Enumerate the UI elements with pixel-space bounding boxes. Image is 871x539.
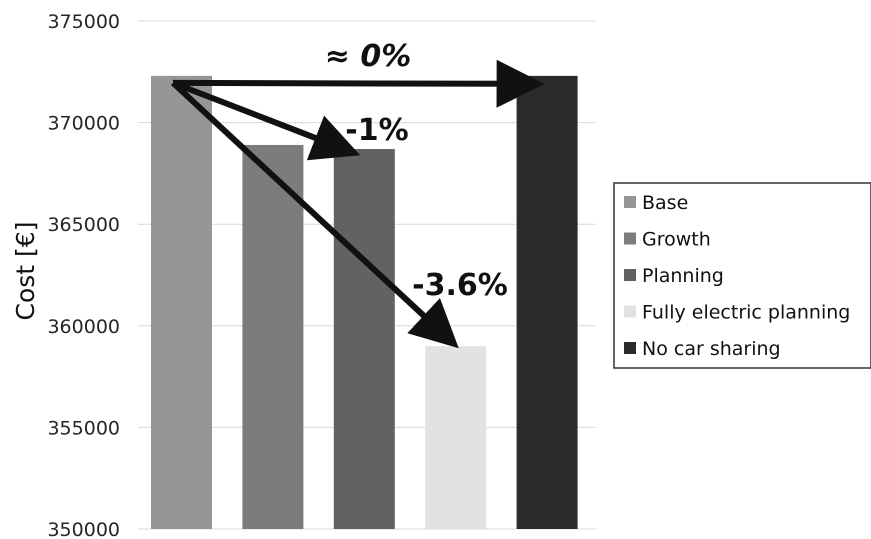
annotations: ≈ 0% -1% -3.6%: [170, 39, 545, 349]
y-tick-label: 370000: [47, 113, 120, 135]
y-axis-ticks: 350000 355000 360000 365000 370000 375000: [47, 11, 120, 539]
bar-no-car-sharing: [516, 75, 578, 529]
annotation-arrow: [171, 80, 361, 161]
annotation-label: ≈ 0%: [325, 39, 412, 74]
legend-swatch: [624, 232, 636, 245]
legend-entry: Fully electric planning: [642, 302, 850, 324]
legend-items: Base Growth Planning Fully electric plannin…: [624, 192, 850, 360]
y-tick-label: 360000: [47, 316, 120, 338]
legend-swatch: [624, 305, 636, 318]
bar-planning: [333, 149, 395, 530]
legend-entry: No car sharing: [642, 338, 781, 360]
bar-growth: [242, 144, 304, 529]
legend-box: [613, 182, 871, 369]
legend-swatch: [624, 196, 636, 208]
legend-swatch: [624, 269, 636, 281]
legend-entry: Planning: [642, 265, 724, 287]
bar-base: [151, 75, 212, 529]
legend-entry: Base: [642, 192, 688, 214]
legend-swatch: [624, 342, 636, 354]
annotation-label: -1%: [345, 113, 408, 148]
annotation-arrow: [170, 80, 459, 349]
y-tick-label: 350000: [47, 519, 120, 539]
annotation-arrow: [172, 59, 545, 108]
y-tick-label: 355000: [47, 417, 120, 439]
annotation-label: -3.6%: [412, 268, 508, 303]
bars: [151, 75, 578, 530]
bar-fully-electric-planning: [425, 346, 487, 529]
legend: Base Growth Planning Fully electric plannin…: [613, 182, 871, 369]
y-axis-label: Cost [€]: [11, 222, 40, 321]
legend-entry: Growth: [642, 229, 711, 251]
y-tick-label: 365000: [47, 214, 120, 236]
y-tick-label: 375000: [47, 11, 120, 33]
